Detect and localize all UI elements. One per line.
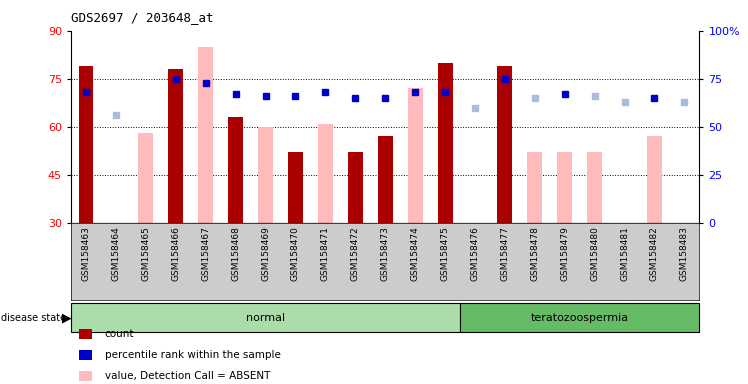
Text: normal: normal (246, 313, 285, 323)
Text: GSM158472: GSM158472 (351, 227, 360, 281)
Bar (71, 303, 460, 332)
Bar (378, 136, 393, 223)
Bar (408, 88, 423, 223)
Bar (198, 47, 213, 223)
Bar (138, 133, 153, 223)
Bar (348, 152, 363, 223)
Text: GSM158476: GSM158476 (470, 227, 479, 281)
Text: GSM158479: GSM158479 (560, 227, 569, 281)
Text: GSM158474: GSM158474 (411, 227, 420, 281)
Bar (168, 69, 183, 223)
Bar (497, 66, 512, 223)
Text: GSM158480: GSM158480 (590, 227, 599, 281)
Bar (587, 152, 602, 223)
Text: GSM158463: GSM158463 (82, 227, 91, 281)
Text: GSM158477: GSM158477 (500, 227, 509, 281)
Text: GSM158466: GSM158466 (171, 227, 180, 281)
Bar (258, 127, 273, 223)
Text: count: count (105, 329, 134, 339)
Text: ▶: ▶ (62, 311, 72, 324)
Text: GSM158464: GSM158464 (111, 227, 120, 281)
Text: GSM158469: GSM158469 (261, 227, 270, 281)
Text: GSM158471: GSM158471 (321, 227, 330, 281)
Text: GSM158468: GSM158468 (231, 227, 240, 281)
Bar (647, 136, 662, 223)
Bar (460, 303, 699, 332)
Text: GSM158482: GSM158482 (650, 227, 659, 281)
Text: GDS2697 / 203648_at: GDS2697 / 203648_at (71, 12, 214, 25)
Bar (288, 152, 303, 223)
Text: GSM158473: GSM158473 (381, 227, 390, 281)
Text: GSM158475: GSM158475 (441, 227, 450, 281)
Text: GSM158481: GSM158481 (620, 227, 629, 281)
Text: GSM158467: GSM158467 (201, 227, 210, 281)
Text: teratozoospermia: teratozoospermia (530, 313, 629, 323)
Text: GSM158478: GSM158478 (530, 227, 539, 281)
Bar (318, 124, 333, 223)
Bar (79, 66, 94, 223)
Text: value, Detection Call = ABSENT: value, Detection Call = ABSENT (105, 371, 270, 381)
Bar (557, 152, 572, 223)
Text: GSM158470: GSM158470 (291, 227, 300, 281)
Text: percentile rank within the sample: percentile rank within the sample (105, 350, 280, 360)
Bar (527, 152, 542, 223)
Bar (438, 63, 453, 223)
Text: GSM158483: GSM158483 (680, 227, 689, 281)
Text: GSM158465: GSM158465 (141, 227, 150, 281)
Bar (228, 117, 243, 223)
Text: disease state: disease state (1, 313, 66, 323)
